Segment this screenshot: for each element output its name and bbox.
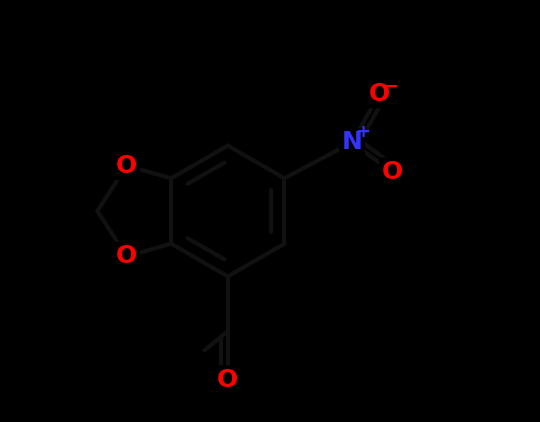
Text: N: N bbox=[341, 130, 362, 154]
Text: O: O bbox=[116, 244, 138, 268]
Text: −: − bbox=[383, 77, 400, 96]
Text: O: O bbox=[217, 368, 239, 392]
Text: +: + bbox=[355, 123, 370, 141]
Text: O: O bbox=[116, 154, 138, 178]
Text: O: O bbox=[369, 82, 390, 106]
Text: O: O bbox=[381, 160, 403, 184]
